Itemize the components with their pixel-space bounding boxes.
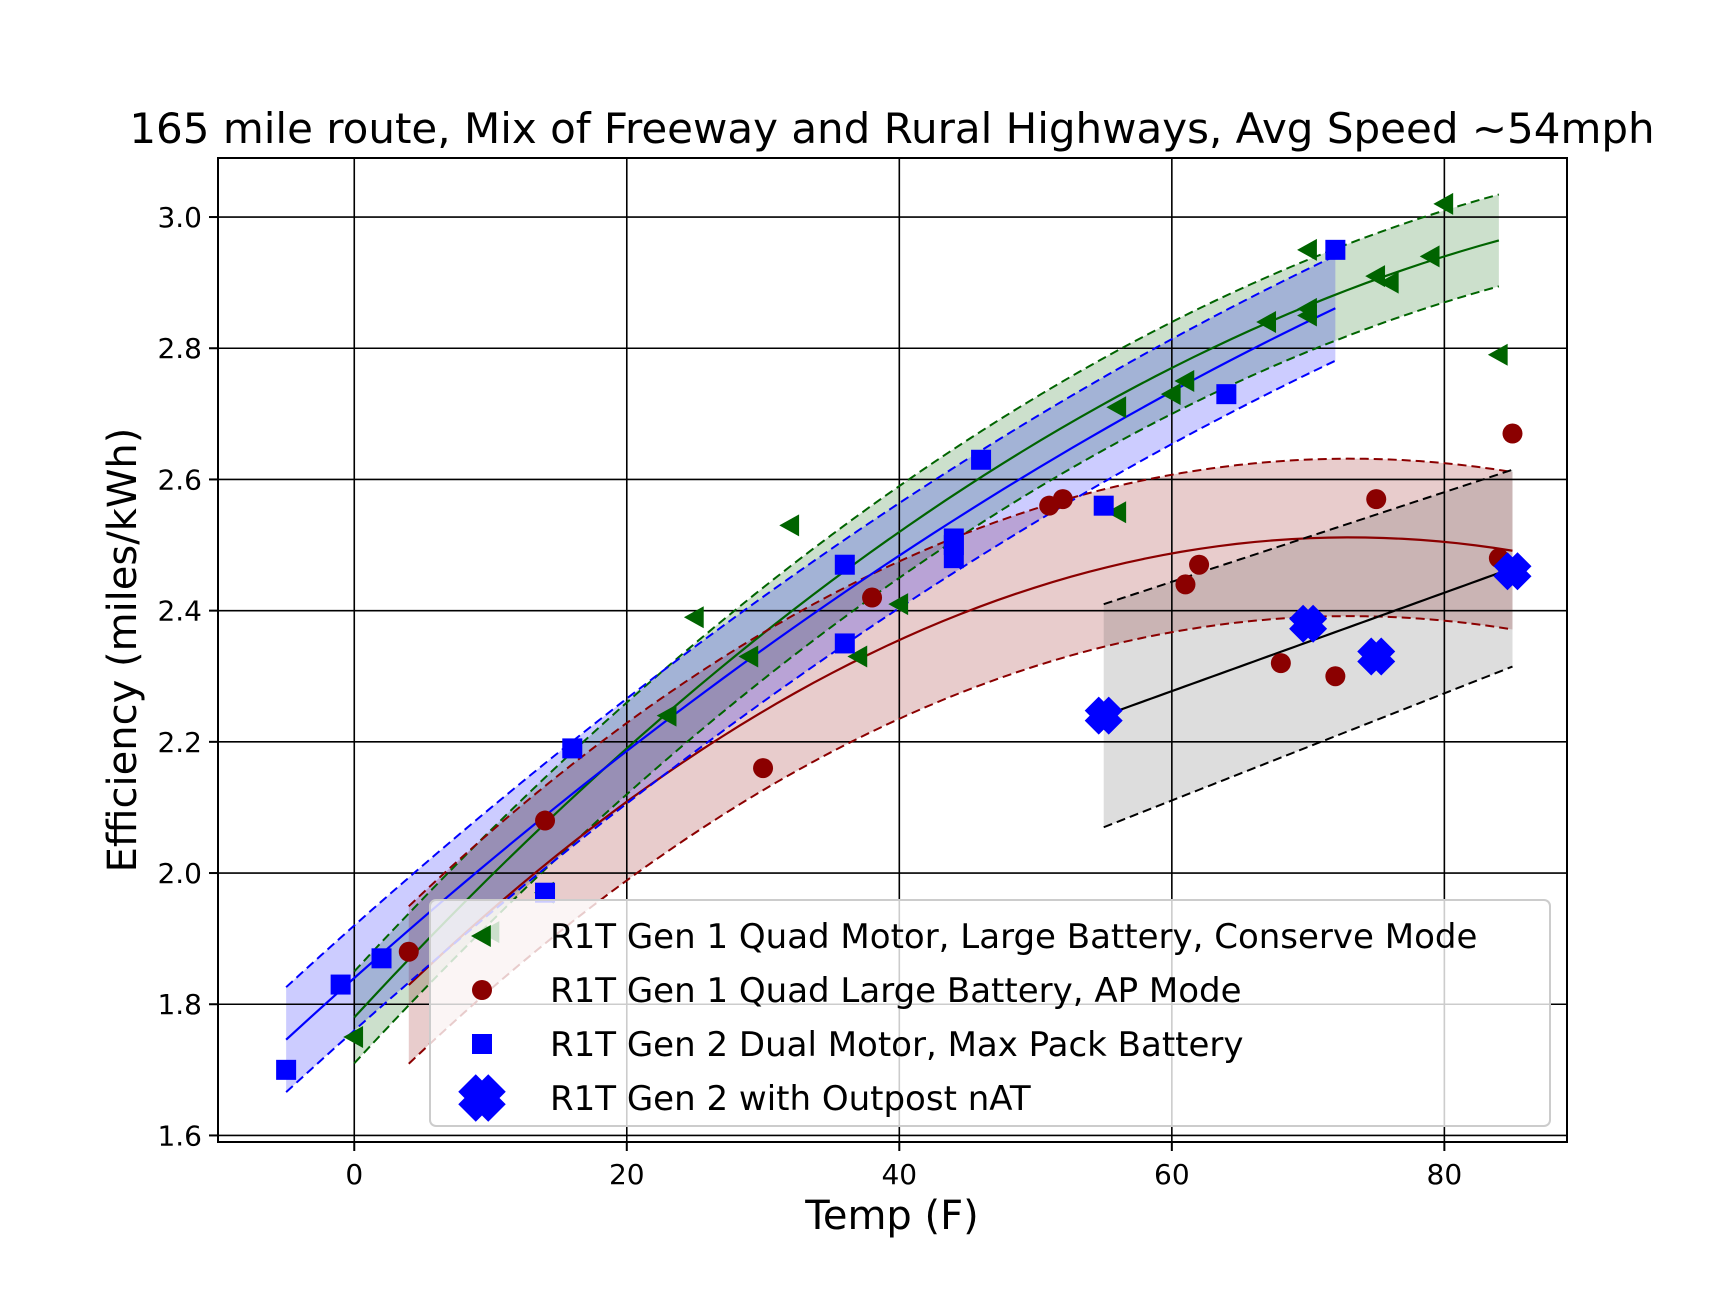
data-point-square — [834, 633, 855, 654]
plot-frame — [217, 157, 1568, 1143]
data-point-circle — [1325, 666, 1346, 687]
y-tick-label: 1.6 — [157, 1119, 202, 1152]
data-point-circle — [1366, 489, 1387, 510]
legend-label: R1T Gen 2 with Outpost nAT — [550, 1079, 1031, 1119]
data-point-triangle-left — [656, 704, 677, 727]
data-point-triangle-left — [683, 606, 704, 629]
legend-marker-x — [458, 1074, 506, 1122]
legend-marker-square — [472, 1034, 492, 1054]
data-point-triangle-left — [1106, 501, 1127, 524]
band-upper-line — [285, 254, 1336, 988]
data-point-triangle-left — [779, 514, 800, 537]
band-upper-line — [408, 457, 1513, 908]
fit-line — [285, 307, 1336, 1041]
x-tick-label: 0 — [345, 1158, 363, 1191]
legend-marker-circle — [472, 980, 492, 1000]
data-point-square — [834, 554, 855, 575]
band-upper-line — [353, 193, 1500, 973]
grid — [218, 158, 1567, 1142]
data-point-triangle-left — [1487, 343, 1508, 366]
data-point-triangle-left — [1365, 265, 1386, 288]
y-tick-label: 2.4 — [157, 595, 202, 628]
data-point-circle — [1189, 554, 1210, 575]
y-tick-label: 3.0 — [157, 201, 202, 234]
x-tick-label: 20 — [609, 1158, 645, 1191]
x-axis-label: Temp (F) — [804, 1193, 979, 1239]
x-tick-label: 60 — [1154, 1158, 1190, 1191]
data-point-square — [562, 738, 583, 759]
data-point-circle — [1175, 574, 1196, 595]
data-point-circle — [535, 810, 556, 831]
y-tick-label: 2.8 — [157, 332, 202, 365]
data-point-circle — [753, 758, 774, 779]
data-point-square — [1216, 384, 1237, 405]
data-point-x — [1084, 696, 1123, 735]
data-point-circle — [1052, 489, 1073, 510]
band-lower-line — [285, 359, 1336, 1093]
data-point-triangle-left — [847, 645, 868, 668]
data-point-x — [1493, 552, 1532, 591]
legend-box — [429, 899, 1551, 1127]
band-lower-line — [1103, 665, 1513, 829]
axis-ticks: 0 20 40 60 80 1.6 1.8 2.0 2.2 2.4 2.6 2.8 3.0 — [157, 201, 1462, 1191]
data-point-square — [276, 1059, 297, 1080]
legend-marker-triangle-left — [471, 925, 491, 947]
data-point-circle — [398, 941, 419, 962]
y-tick-label: 2.0 — [157, 857, 202, 890]
data-point-x — [1289, 604, 1328, 643]
fit-line — [1103, 567, 1513, 717]
data-point-triangle-left — [888, 593, 909, 616]
legend-label: R1T Gen 1 Quad Motor, Large Battery, Con… — [550, 917, 1477, 957]
y-tick-label: 2.6 — [157, 463, 202, 496]
fit-line — [408, 536, 1513, 986]
y-axis-label: Efficiency (miles/kWh) — [100, 428, 146, 873]
data-point-triangle-left — [1106, 396, 1127, 419]
data-point-triangle-left — [1433, 192, 1454, 215]
data-point-triangle-left — [1256, 311, 1277, 333]
legend-label: R1T Gen 2 Dual Motor, Max Pack Battery — [550, 1025, 1244, 1065]
chart-title: 165 mile route, Mix of Freeway and Rural… — [129, 104, 1654, 153]
data-point-triangle-left — [1419, 245, 1440, 268]
y-tick-label: 1.8 — [157, 988, 202, 1021]
data-point-triangle-left — [343, 1026, 364, 1049]
legend-label: R1T Gen 1 Quad Large Battery, AP Mode — [550, 971, 1242, 1011]
data-point-square — [1325, 239, 1346, 260]
data-point-triangle-left — [1297, 297, 1317, 320]
data-point-square — [330, 974, 351, 995]
data-point-square — [971, 449, 992, 470]
data-point-triangle-left — [1174, 370, 1195, 393]
data-point-triangle-left — [1160, 383, 1181, 406]
data-point-circle — [862, 587, 883, 608]
legend: R1T Gen 1 Quad Motor, Large Battery, Con… — [429, 899, 1551, 1127]
data-point-square — [535, 882, 556, 903]
data-point-circle — [1270, 653, 1291, 674]
data-point-triangle-left — [1378, 271, 1399, 294]
data-point-triangle-left — [1297, 238, 1317, 261]
x-tick-label: 40 — [881, 1158, 917, 1191]
data-point-triangle-left — [738, 645, 759, 668]
y-tick-label: 2.2 — [157, 726, 202, 759]
band-upper-line — [1103, 468, 1513, 606]
data-point-x — [1357, 637, 1396, 676]
x-tick-label: 80 — [1427, 1158, 1463, 1191]
data-point-square — [943, 528, 964, 549]
confidence-band — [1103, 469, 1513, 828]
confidence-band — [286, 255, 1336, 1093]
data-point-square — [371, 948, 392, 969]
data-point-square — [1093, 495, 1114, 516]
data-point-circle — [1502, 423, 1523, 444]
